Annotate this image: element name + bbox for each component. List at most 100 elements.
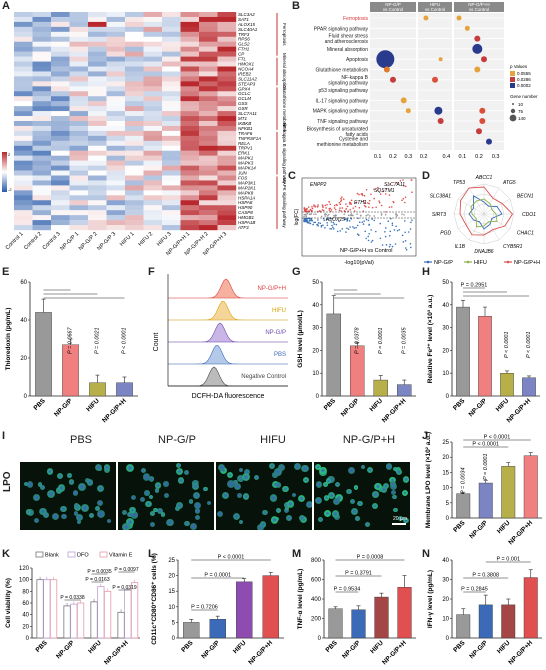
volcano-point	[314, 221, 317, 224]
cell	[315, 496, 323, 504]
volcano-point	[404, 231, 406, 234]
radar-axis-label: TP53	[453, 180, 465, 186]
heatmap-cell	[180, 150, 200, 156]
micro-image-npgph: 20 µm	[314, 462, 410, 530]
heatmap-cell	[125, 26, 144, 33]
x-tick-label: HIFU	[85, 397, 101, 413]
heatmap-cell	[125, 51, 144, 57]
heatmap-cell	[88, 135, 107, 142]
cell	[367, 466, 374, 473]
volcano-point	[347, 210, 350, 212]
heatmap-gene-label: RPS6	[238, 37, 250, 42]
cell	[372, 503, 379, 510]
y-tick-label: 600	[311, 578, 322, 584]
heatmap-cell	[51, 140, 70, 146]
heatmap-cell	[180, 155, 200, 161]
heatmap-cell	[88, 81, 107, 87]
volcano-point	[389, 183, 391, 185]
heatmap-cell	[14, 66, 33, 72]
heatmap-cell	[14, 200, 33, 206]
panel-label-f: F	[148, 266, 155, 278]
heatmap-cell	[180, 220, 200, 226]
heatmap-cell	[14, 180, 33, 186]
y-tick-label: 15	[442, 470, 449, 476]
heatmap-cell	[180, 101, 200, 107]
heatmap-cell	[106, 66, 126, 72]
heatmap-cell	[32, 170, 52, 176]
volcano-point	[402, 241, 405, 243]
histogram-label: NP-G/P+H	[257, 286, 286, 292]
heatmap-cell	[180, 86, 200, 92]
heatmap-cell	[217, 145, 237, 151]
heatmap-cell	[162, 12, 181, 18]
volcano-point	[313, 213, 315, 215]
heatmap-cell	[125, 220, 144, 226]
cell	[360, 465, 365, 470]
heatmap-cell	[14, 81, 33, 87]
heatmap-scale-max: 2	[8, 152, 11, 157]
heatmap-cell	[143, 36, 163, 42]
volcano-point	[326, 224, 329, 227]
heatmap-cell	[69, 180, 89, 186]
x-tick-label: PBS	[35, 639, 50, 654]
heatmap-cell	[106, 145, 126, 151]
histogram-label: Negative Control	[241, 374, 286, 380]
volcano-point	[358, 206, 361, 209]
heatmap-cell	[51, 170, 70, 176]
volcano-point	[322, 206, 324, 209]
bar	[373, 379, 388, 397]
cell	[286, 500, 295, 508]
radar-legend-label: HIFU	[474, 260, 487, 266]
dotplot-term-label: Mineral absorption	[327, 47, 368, 53]
cell	[188, 499, 194, 504]
heatmap-gene-label: TNFRSF1A	[238, 136, 261, 141]
dotplot-legend-p: 0.0002	[517, 83, 531, 88]
heatmap-cell	[125, 190, 144, 196]
dotplot-header-bg	[454, 2, 504, 12]
heatmap-cell	[199, 170, 218, 176]
p-value-label: P = 0.0001	[204, 573, 231, 579]
cell	[392, 494, 397, 500]
heatmap-cell	[106, 36, 126, 42]
heatmap-cell	[32, 36, 52, 42]
heatmap-cell	[143, 56, 163, 62]
volcano-point	[307, 206, 310, 208]
cell	[129, 506, 137, 514]
cell	[26, 481, 34, 488]
y-axis-label: Cell viability (%)	[5, 578, 12, 628]
volcano-point	[401, 199, 403, 202]
cell	[349, 498, 355, 504]
heatmap-cell	[162, 111, 181, 117]
y-tick-label: 20	[22, 624, 29, 630]
heatmap-cell	[51, 101, 70, 107]
heatmap-cell	[199, 205, 218, 211]
heatmap-cell	[14, 135, 33, 142]
heatmap-cell	[162, 101, 181, 107]
heatmap-cell	[32, 46, 52, 52]
heatmap-cell	[88, 116, 107, 122]
volcano-point	[391, 245, 394, 248]
volcano-point	[317, 204, 319, 206]
heatmap-cell	[199, 26, 218, 33]
heatmap-gene-label: JUN	[237, 171, 247, 176]
p-value-label: P = 0.001	[496, 557, 520, 563]
cell	[39, 507, 47, 515]
heatmap-cell	[106, 61, 126, 67]
heatmap-gene-label: HSPA1B	[238, 220, 255, 225]
volcano-point	[370, 241, 373, 243]
heatmap-cell	[162, 195, 181, 201]
volcano-point	[333, 204, 336, 207]
volcano-point	[339, 207, 341, 209]
legend-swatch	[99, 551, 108, 558]
y-axis-label: TNF-α level (pg/mL)	[297, 569, 304, 630]
heatmap-cell	[14, 175, 33, 181]
volcano-point	[339, 203, 342, 205]
heatmap-cell	[217, 130, 237, 137]
x-tick-label: NP-G/P	[468, 397, 489, 418]
cell	[351, 508, 358, 515]
heatmap-cell	[32, 125, 52, 132]
heatmap-cell	[143, 195, 163, 201]
y-tick-label: 0	[172, 636, 176, 642]
dotplot-dot	[383, 66, 390, 73]
heatmap-cell	[125, 21, 144, 28]
